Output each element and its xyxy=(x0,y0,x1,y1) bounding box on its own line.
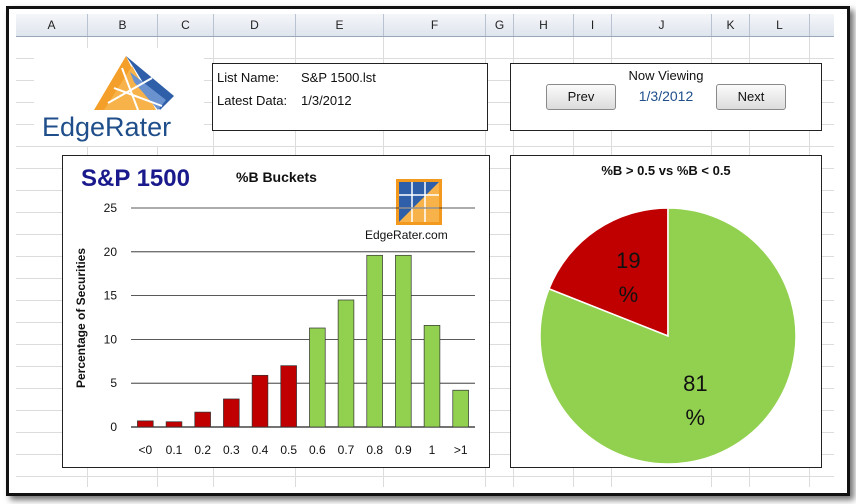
bar-0.8 xyxy=(366,254,383,428)
pie-chart-panel: %B > 0.5 vs %B < 0.5 19% 81% xyxy=(510,155,822,468)
x-tick-label: 1 xyxy=(429,443,436,457)
y-tick-label: 25 xyxy=(104,201,118,215)
grid-row-line xyxy=(16,58,834,59)
x-tick-label: 0.1 xyxy=(166,443,183,457)
next-button[interactable]: Next xyxy=(716,84,786,110)
x-tick-label: 0.6 xyxy=(309,443,326,457)
viewing-date: 1/3/2012 xyxy=(638,88,694,104)
navigation-box: Now Viewing Prev 1/3/2012 Next xyxy=(510,63,822,131)
bar-0.9 xyxy=(395,254,412,428)
column-header-d[interactable]: D xyxy=(214,14,296,36)
latest-data-row: Latest Data: 1/3/2012 xyxy=(217,93,352,108)
x-tick-label: 0.7 xyxy=(338,443,355,457)
bar-0.7 xyxy=(337,299,355,428)
y-tick-label: 0 xyxy=(110,420,117,434)
list-name-label: List Name: xyxy=(217,70,280,85)
pie-chart-title: %B > 0.5 vs %B < 0.5 xyxy=(601,163,730,178)
bar-chart: S&P 1500 %B Buckets EdgeRater.com Percen… xyxy=(74,165,475,457)
now-viewing-title: Now Viewing xyxy=(628,68,704,83)
bar-0.3 xyxy=(223,398,240,428)
column-header-f[interactable]: F xyxy=(384,14,486,36)
logo-wordmark: EdgeRater xyxy=(40,112,174,143)
x-tick-label: 0.3 xyxy=(223,443,240,457)
column-header-e[interactable]: E xyxy=(296,14,384,36)
pie-slice-label: 81% xyxy=(683,371,707,430)
column-header-a[interactable]: A xyxy=(16,14,88,36)
pie-slice-81 xyxy=(539,207,797,465)
y-axis-label: Percentage of Securities xyxy=(74,248,88,388)
bar-chart-big-title: S&P 1500 xyxy=(81,165,190,192)
x-tick-label: <0 xyxy=(138,443,152,457)
list-name-row: List Name: S&P 1500.lst xyxy=(217,70,376,85)
pie-slice-label: 19% xyxy=(616,248,640,307)
logo-graphic xyxy=(94,56,174,111)
pie-slice-19 xyxy=(548,207,669,338)
grid-row-line xyxy=(16,146,834,147)
bar->1 xyxy=(452,389,469,428)
watermark-text: EdgeRater.com xyxy=(365,228,448,242)
bar-0.1 xyxy=(165,421,183,428)
y-tick-label: 10 xyxy=(104,332,118,346)
column-header-k[interactable]: K xyxy=(712,14,750,36)
x-tick-label: >1 xyxy=(454,443,468,457)
bar-chart-subtitle: %B Buckets xyxy=(236,169,317,185)
prev-button[interactable]: Prev xyxy=(546,84,616,110)
x-tick-label: 0.9 xyxy=(395,443,412,457)
list-name-value: S&P 1500.lst xyxy=(301,70,376,85)
y-tick-label: 15 xyxy=(104,289,118,303)
column-header-i[interactable]: I xyxy=(574,14,612,36)
bar-1 xyxy=(423,325,441,428)
watermark-logo xyxy=(396,179,442,225)
bar-0.2 xyxy=(194,411,211,428)
column-header-b[interactable]: B xyxy=(88,14,158,36)
latest-data-label: Latest Data: xyxy=(217,93,288,108)
x-tick-label: 0.8 xyxy=(366,443,383,457)
bar-chart-panel: S&P 1500 %B Buckets EdgeRater.com Percen… xyxy=(62,155,490,468)
x-tick-label: 0.5 xyxy=(280,443,297,457)
latest-data-value: 1/3/2012 xyxy=(301,93,352,108)
bar-0.5 xyxy=(280,365,297,428)
y-tick-label: 20 xyxy=(104,245,118,259)
list-info-box: List Name: S&P 1500.lst Latest Data: 1/3/2… xyxy=(212,63,488,131)
column-header-h[interactable]: H xyxy=(514,14,574,36)
bar-0.4 xyxy=(251,374,269,428)
x-tick-label: 0.4 xyxy=(252,443,269,457)
bar-<0 xyxy=(137,420,154,428)
column-header-c[interactable]: C xyxy=(158,14,214,36)
column-header-l[interactable]: L xyxy=(750,14,810,36)
column-header-j[interactable]: J xyxy=(612,14,712,36)
x-tick-label: 0.2 xyxy=(194,443,211,457)
bar-0.6 xyxy=(309,327,326,428)
pie-chart: %B > 0.5 vs %B < 0.5 19 % 81% xyxy=(539,163,797,465)
grid-row-line xyxy=(16,476,834,477)
column-header-g[interactable]: G xyxy=(486,14,514,36)
y-tick-label: 5 xyxy=(110,376,117,390)
